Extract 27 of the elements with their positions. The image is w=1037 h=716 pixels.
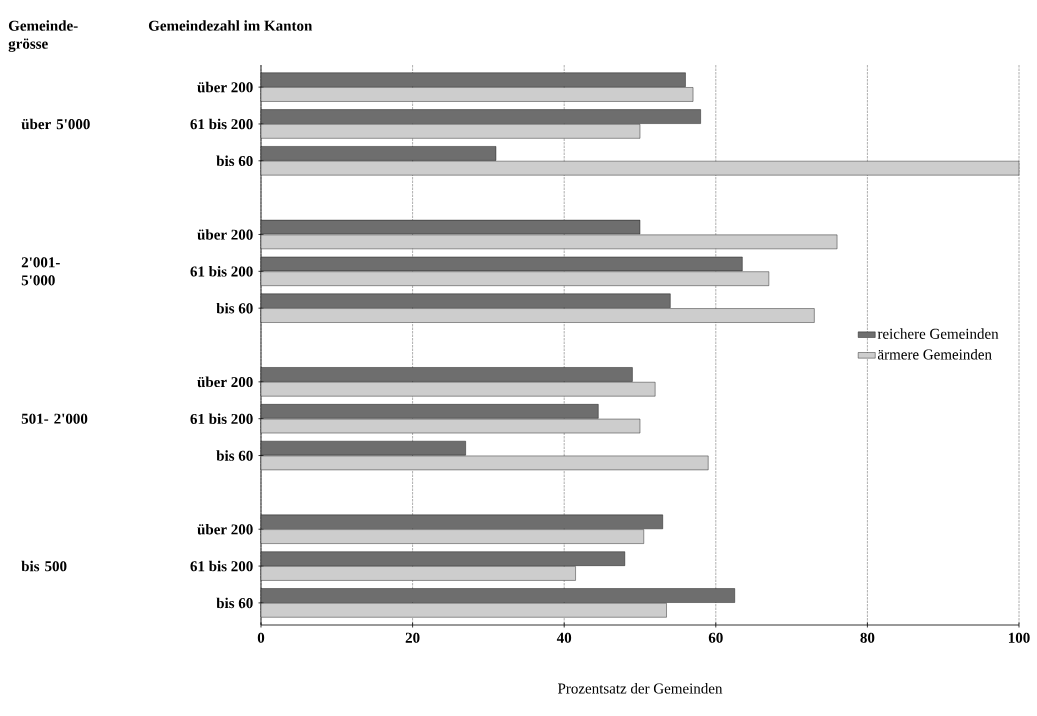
y-tick-label: bis 60 xyxy=(216,450,253,461)
y-tick-label: über 200 xyxy=(197,229,253,240)
x-tick-label: 20 xyxy=(405,632,420,643)
y-tick-label: über 200 xyxy=(197,376,253,388)
y-tick-label: 61 bis 200 xyxy=(190,413,253,424)
x-tick-label: 100 xyxy=(1008,632,1030,643)
text: 2'001- 5'000 xyxy=(21,257,60,286)
y-tick-label: über 200 xyxy=(197,523,253,535)
legend-label: reichere Gemeinden xyxy=(877,328,999,339)
text: Gemeinde- grösse xyxy=(8,20,78,52)
x-tick-label: 60 xyxy=(708,632,723,643)
y-tick-label: über 200 xyxy=(197,81,253,93)
y-tick-label: 61 bis 200 xyxy=(190,560,253,572)
x-tick-label: 0 xyxy=(257,632,265,643)
text: bis 500 xyxy=(21,560,67,572)
x-axis-title: Prozentsatz der Gemeinden xyxy=(557,683,723,694)
text: Gemeindezahl im Kanton xyxy=(148,20,313,31)
x-tick-label: 40 xyxy=(556,632,572,643)
legend-label: ärmere Gemeinden xyxy=(877,349,992,360)
text: über 5'000 xyxy=(21,118,90,130)
x-tick-label: 80 xyxy=(860,632,875,643)
y-tick-label: bis 60 xyxy=(216,597,253,609)
y-tick-label: 61 bis 200 xyxy=(190,118,253,130)
y-tick-label: 61 bis 200 xyxy=(190,266,253,277)
y-tick-label: bis 60 xyxy=(216,302,253,314)
y-tick-label: bis 60 xyxy=(216,155,253,167)
text: 501- 2'000 xyxy=(21,413,88,424)
